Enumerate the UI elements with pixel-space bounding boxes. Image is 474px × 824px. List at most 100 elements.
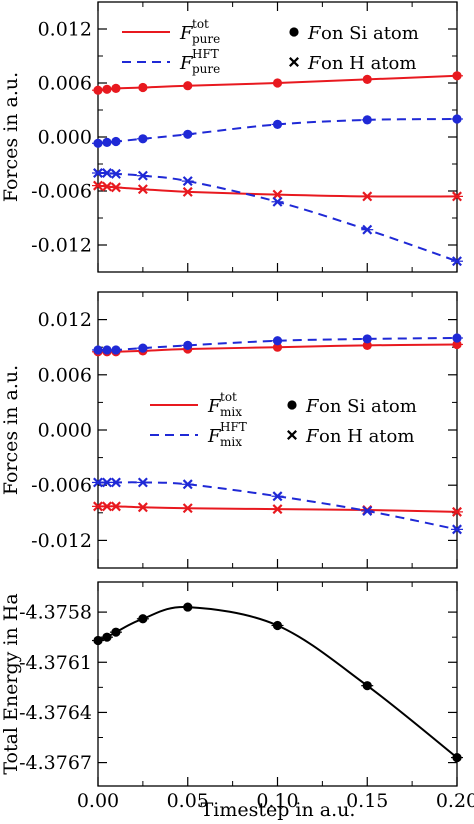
x-tick-label: 0.05 bbox=[167, 790, 209, 812]
h-atom-marker bbox=[272, 491, 283, 502]
h-atom-marker bbox=[110, 182, 121, 193]
x-tick-label: 0.10 bbox=[256, 790, 298, 812]
y-tick-label: 0.012 bbox=[38, 309, 92, 331]
legend-si-marker bbox=[287, 400, 297, 410]
panel-pure-forces: 0.012 0.006 0.000 -0.006 -0.012 Forces in a.u… bbox=[0, 1, 463, 273]
h-atom-marker bbox=[110, 501, 121, 512]
h-atom-marker bbox=[93, 180, 103, 191]
si-atom-marker bbox=[452, 333, 462, 343]
legend-marker-symbol: F bbox=[307, 23, 322, 44]
series-line bbox=[97, 481, 458, 531]
si-atom-marker bbox=[111, 83, 121, 93]
h-atom-marker bbox=[362, 191, 373, 202]
y-tick-label: -4.3767 bbox=[19, 752, 92, 774]
si-atom-marker bbox=[452, 752, 462, 763]
y-tick-label: 0.006 bbox=[38, 73, 92, 95]
legend-h-marker bbox=[287, 430, 297, 440]
si-atom-marker bbox=[362, 681, 372, 691]
legend-symbol: F bbox=[207, 396, 222, 417]
si-atom-marker bbox=[102, 137, 112, 147]
y-tick-label: -4.3764 bbox=[19, 702, 92, 724]
si-atom-marker bbox=[452, 339, 462, 350]
legend-symbol: F bbox=[179, 23, 194, 44]
h-atom-marker bbox=[362, 505, 373, 516]
legend-marker-symbol: F bbox=[305, 426, 320, 447]
legend-superscript: HFT bbox=[192, 47, 219, 61]
legend-symbol: F bbox=[179, 53, 194, 74]
legend-subscript: mix bbox=[220, 405, 242, 419]
h-atom-marker bbox=[272, 504, 283, 515]
legend-h-marker bbox=[289, 57, 299, 67]
y-axis-label: Forces in a.u. bbox=[0, 72, 22, 202]
si-atom-marker bbox=[102, 345, 112, 355]
si-atom-marker bbox=[362, 74, 372, 84]
si-atom-marker bbox=[102, 632, 112, 642]
series-line bbox=[97, 337, 458, 352]
y-tick-label: 0.000 bbox=[38, 420, 92, 442]
si-atom-marker bbox=[93, 345, 103, 355]
si-atom-marker bbox=[111, 136, 121, 147]
panel-mix-forces: 0.012 0.006 0.000 -0.006 -0.012 Forces in a.u… bbox=[0, 291, 463, 569]
si-atom-marker bbox=[138, 614, 148, 624]
h-atom-marker bbox=[93, 477, 103, 488]
h-atom-marker bbox=[93, 168, 103, 178]
h-atom-marker bbox=[452, 506, 462, 517]
h-atom-marker bbox=[182, 176, 193, 187]
y-tick-label: -0.006 bbox=[31, 181, 92, 203]
legend-superscript: tot bbox=[192, 17, 209, 31]
h-atom-marker bbox=[110, 168, 121, 179]
si-atom-marker bbox=[183, 129, 193, 139]
si-atom-marker bbox=[138, 134, 148, 144]
h-atom-marker bbox=[182, 479, 193, 490]
h-atom-marker bbox=[101, 181, 112, 192]
h-atom-marker bbox=[452, 256, 462, 267]
x-tick-label: 0.15 bbox=[346, 790, 388, 812]
y-tick-label: -0.012 bbox=[31, 235, 92, 257]
si-atom-marker bbox=[183, 602, 193, 612]
si-atom-marker bbox=[272, 342, 283, 352]
si-atom-marker bbox=[111, 345, 121, 355]
si-atom-marker bbox=[93, 138, 103, 148]
si-atom-marker bbox=[362, 115, 372, 125]
y-tick-label: 0.000 bbox=[38, 127, 92, 149]
legend-superscript: HFT bbox=[220, 420, 247, 434]
h-atom-marker bbox=[182, 186, 193, 197]
legend-marker-symbol: F bbox=[307, 53, 322, 74]
si-atom-marker bbox=[272, 336, 283, 346]
legend-marker-symbol: F bbox=[305, 396, 320, 417]
h-atom-marker bbox=[452, 524, 462, 535]
legend-marker-text: on H atom bbox=[321, 53, 416, 74]
y-tick-label: 0.012 bbox=[38, 19, 92, 41]
legend-si-marker bbox=[289, 27, 299, 37]
x-tick-label: 0.20 bbox=[436, 790, 474, 812]
y-tick-label: -0.006 bbox=[31, 475, 92, 497]
si-atom-marker bbox=[111, 627, 121, 637]
legend-marker-text: on H atom bbox=[319, 426, 414, 447]
si-atom-marker bbox=[272, 620, 283, 631]
legend-symbol: F bbox=[207, 426, 222, 447]
y-tick-label: -4.3758 bbox=[19, 602, 92, 624]
y-axis-label: Total Energy in Ha bbox=[0, 593, 22, 774]
h-atom-marker bbox=[137, 502, 148, 513]
si-atom-marker bbox=[138, 343, 148, 353]
si-atom-marker bbox=[93, 85, 103, 95]
series-line bbox=[97, 171, 458, 263]
si-atom-marker bbox=[93, 635, 103, 646]
legend-marker-text: on Si atom bbox=[321, 23, 419, 44]
h-atom-marker bbox=[182, 503, 193, 514]
h-atom-marker bbox=[101, 168, 112, 178]
plot-frame bbox=[97, 581, 458, 787]
y-tick-label: -0.012 bbox=[31, 530, 92, 552]
h-atom-marker bbox=[452, 191, 462, 202]
si-atom-marker bbox=[102, 84, 112, 94]
si-atom-marker bbox=[272, 78, 283, 88]
x-axis-label: Timestep in a.u. bbox=[201, 799, 356, 821]
h-atom-marker bbox=[101, 477, 112, 488]
si-atom-marker bbox=[138, 82, 148, 93]
h-atom-marker bbox=[137, 477, 148, 488]
si-atom-marker bbox=[272, 119, 283, 129]
legend-subscript: mix bbox=[220, 435, 242, 449]
h-atom-marker bbox=[362, 224, 373, 235]
h-atom-marker bbox=[137, 184, 148, 195]
